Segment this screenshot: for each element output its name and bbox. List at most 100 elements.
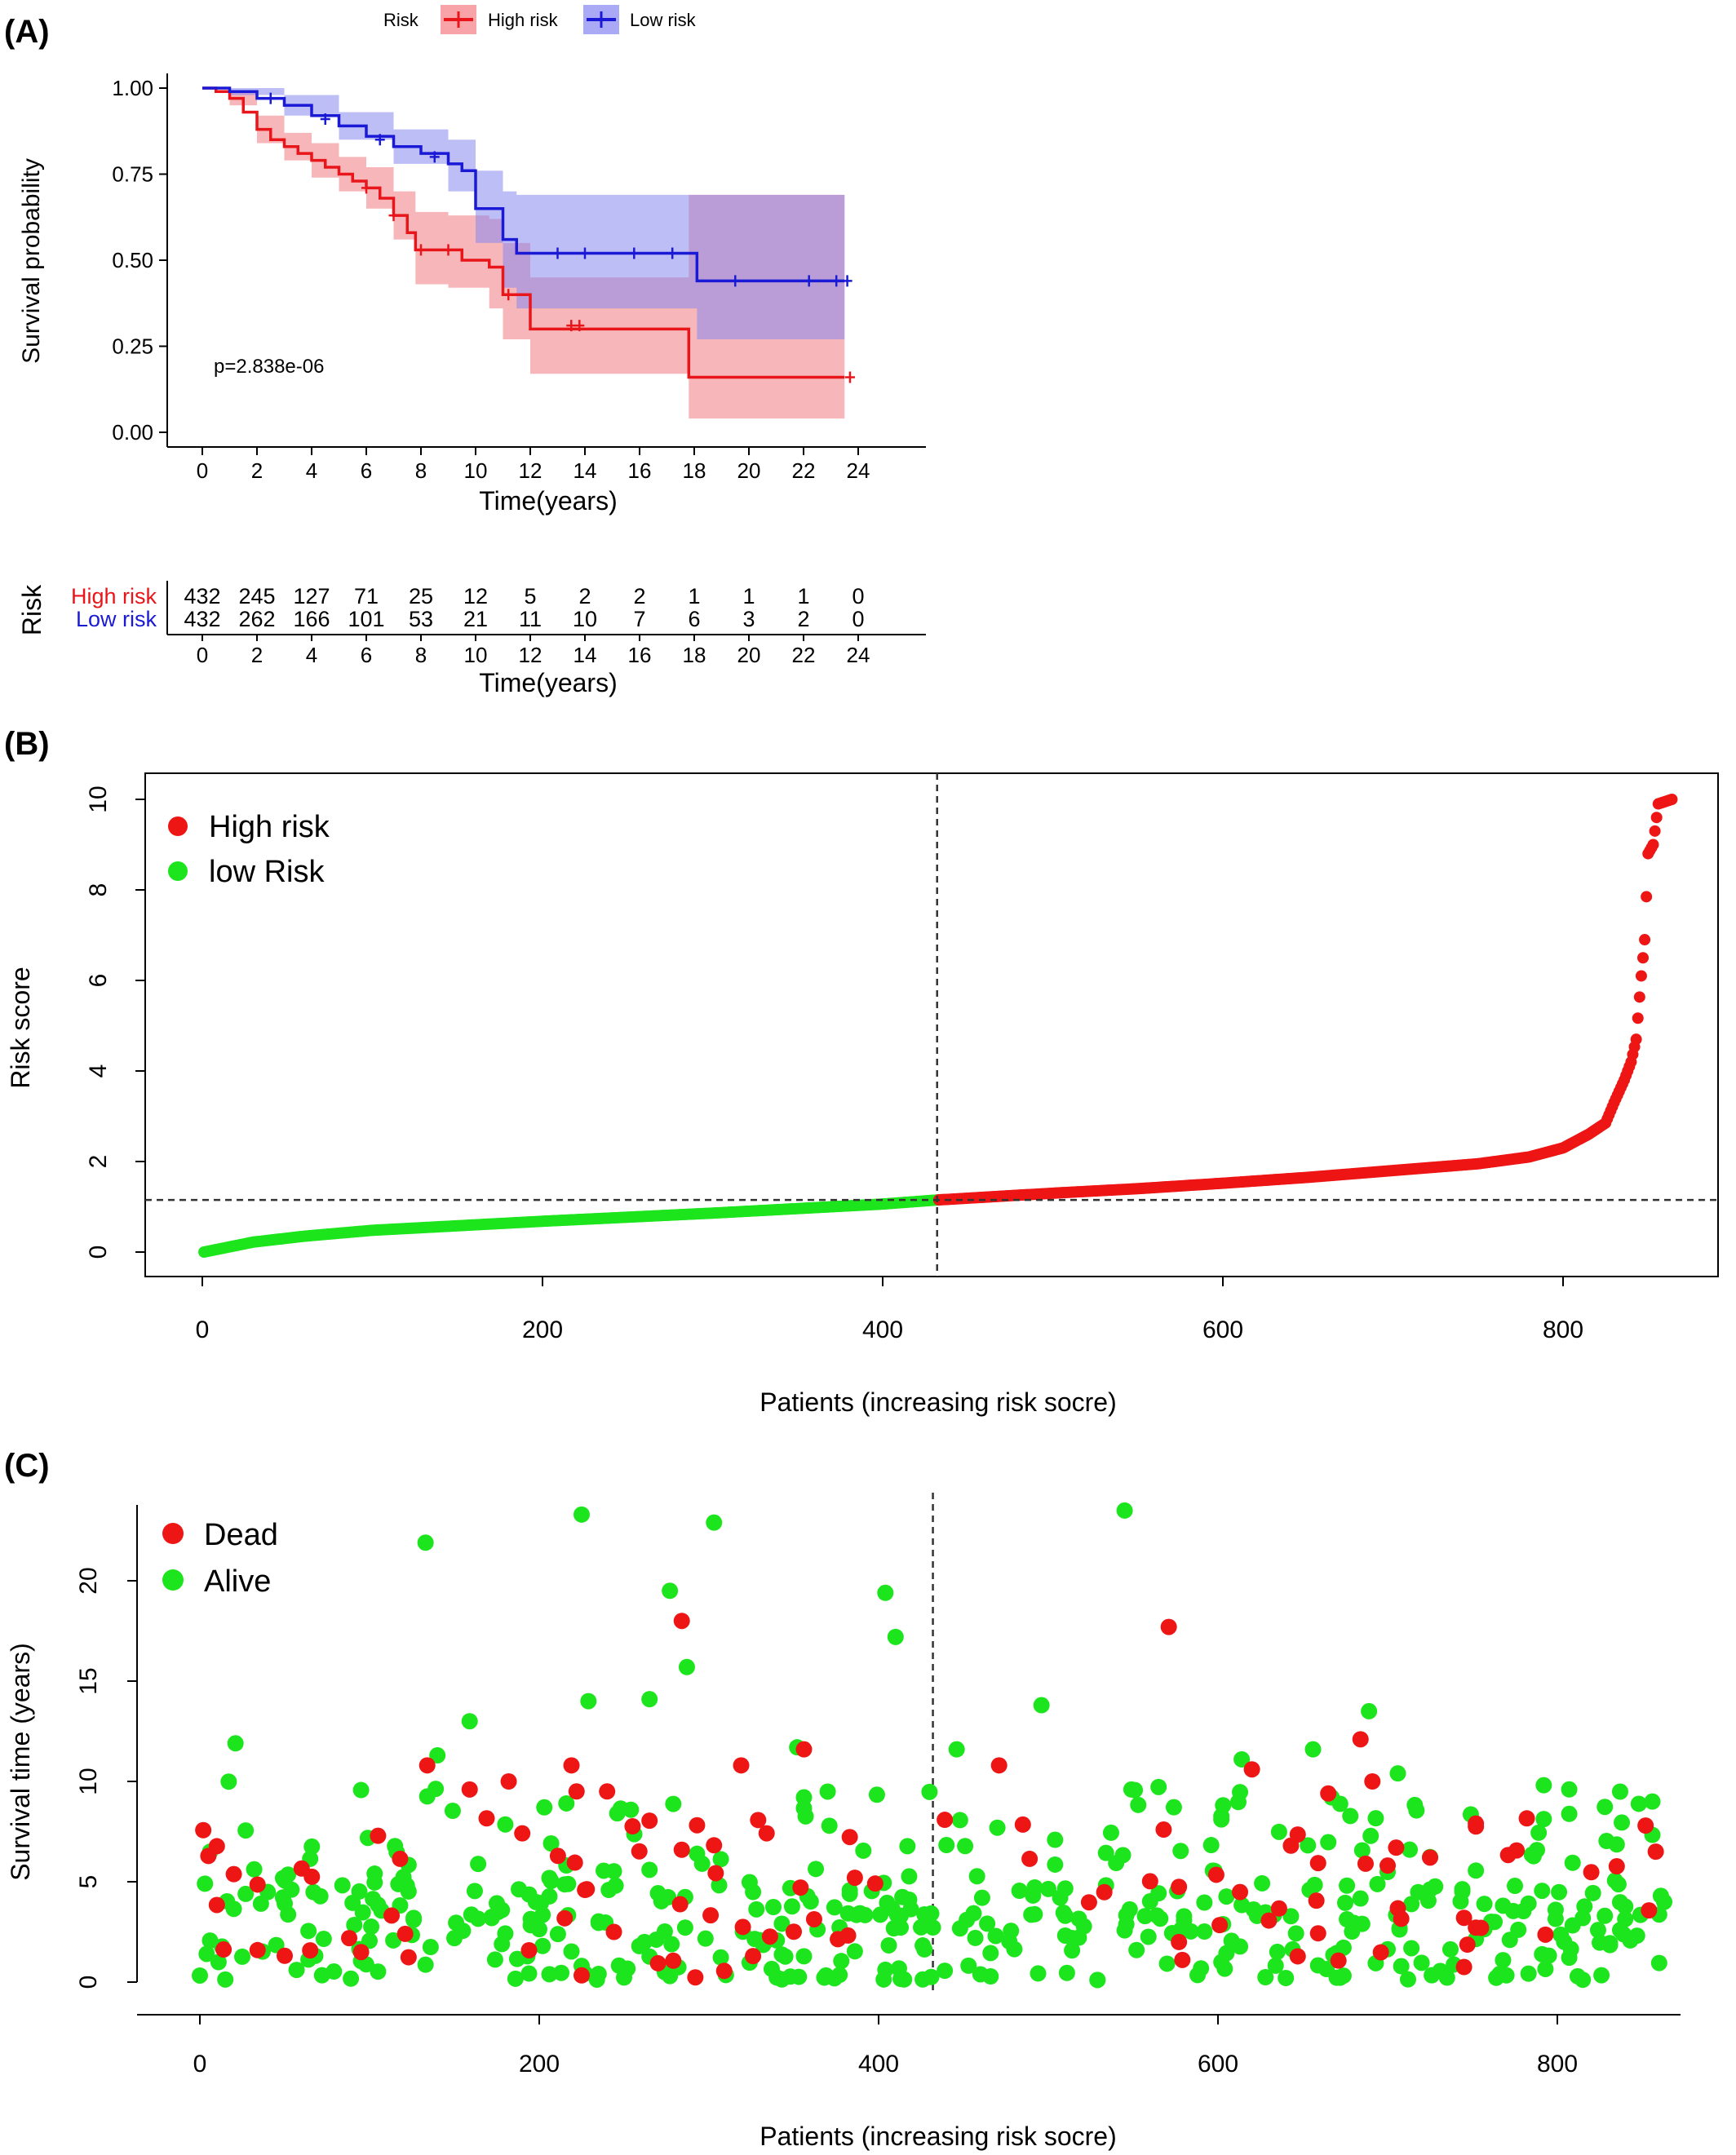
survival-point-alive [343, 1970, 360, 1987]
survival-point-alive [1089, 1971, 1106, 1989]
survival-point-alive [1650, 1954, 1667, 1971]
risk-score-plot-box [144, 772, 1719, 1277]
risk-point-high [1649, 825, 1661, 837]
risk-table-count: 10 [573, 607, 597, 631]
survival-point-alive [1150, 1885, 1167, 1902]
survival-y-axis-label: Survival time (years) [6, 1643, 35, 1881]
survival-y-ticks: 0 5 10 15 20 [75, 1567, 137, 1989]
survival-point-alive [1353, 1842, 1371, 1859]
legend-alive-label: Alive [204, 1564, 271, 1599]
risk-table-count: 1 [797, 584, 809, 608]
survival-point-alive [1254, 1874, 1271, 1892]
km-p-value: p=2.838e-06 [214, 356, 324, 378]
survival-point-dead [805, 1910, 822, 1927]
survival-point-dead [734, 1918, 751, 1936]
survival-point-alive [1454, 1881, 1471, 1898]
survival-point-alive [520, 1965, 538, 1982]
survival-point-alive [1611, 1783, 1628, 1800]
survival-point-alive [1182, 1923, 1199, 1940]
survival-point-alive [1630, 1795, 1647, 1812]
survival-point-alive [1408, 1802, 1425, 1819]
survival-point-dead [1372, 1944, 1389, 1961]
risk-score-x-tick-label: 400 [862, 1316, 903, 1343]
survival-point-alive [959, 1911, 976, 1928]
risk-table-x-tick-label: 4 [306, 643, 317, 667]
survival-point-alive [1537, 1960, 1554, 1977]
survival-point-alive [365, 1891, 382, 1908]
legend-low-risk-dot [168, 861, 188, 881]
survival-point-dead [1637, 1817, 1654, 1834]
risk-score-y-axis-label: Risk score [6, 967, 35, 1088]
risk-table-row-label-low: Low risk [76, 607, 157, 631]
survival-point-alive [1507, 1878, 1523, 1895]
survival-point-dead [249, 1876, 266, 1893]
survival-point-alive [979, 1915, 996, 1932]
survival-point-alive [1300, 1837, 1317, 1854]
survival-point-alive [1562, 1940, 1579, 1958]
survival-point-alive [1304, 1741, 1322, 1758]
survival-point-dead [396, 1925, 414, 1942]
survival-point-dead [370, 1827, 387, 1844]
panel-label-a: (A) [4, 14, 50, 50]
survival-point-alive [334, 1877, 351, 1894]
survival-point-dead [1455, 1958, 1472, 1976]
survival-point-dead [1289, 1826, 1306, 1843]
risk-score-y-tick-label: 4 [85, 1064, 112, 1078]
survival-point-alive [596, 1862, 613, 1879]
survival-point-alive [821, 1817, 838, 1834]
survival-point-alive [574, 1506, 590, 1523]
km-x-tick-label: 24 [847, 458, 870, 483]
km-legend-high-label: High risk [488, 10, 559, 30]
survival-point-alive [395, 1869, 412, 1886]
survival-point-alive [676, 1919, 693, 1936]
survival-point-alive [616, 1969, 632, 1986]
km-x-tick-label: 6 [361, 458, 372, 483]
survival-point-alive [921, 1783, 938, 1800]
survival-point-dead [1289, 1948, 1306, 1965]
risk-table-x-ticks: 0 2 4 6 8 10 12 14 16 18 20 22 24 [197, 635, 870, 667]
survival-point-alive [303, 1838, 321, 1855]
survival-point-alive [288, 1962, 305, 1979]
survival-point-alive [1589, 1922, 1606, 1939]
survival-point-alive [1001, 1933, 1018, 1950]
survival-point-alive [1306, 1876, 1323, 1893]
survival-point-dead [249, 1941, 266, 1958]
risk-table-x-tick-label: 12 [519, 643, 542, 667]
survival-point-alive [1136, 1908, 1154, 1925]
survival-point-alive [1427, 1878, 1444, 1895]
risk-score-points [198, 794, 1678, 1258]
survival-point-alive [916, 1940, 933, 1958]
risk-point-high [1632, 1012, 1644, 1024]
survival-point-alive [511, 1881, 528, 1898]
survival-point-alive [1320, 1834, 1337, 1851]
survival-point-alive [1403, 1896, 1420, 1913]
survival-point-alive [549, 1926, 566, 1943]
survival-point-alive [220, 1773, 237, 1790]
km-censor-mark [730, 275, 741, 287]
survival-point-alive [192, 1967, 208, 1984]
survival-point-alive [1033, 1697, 1050, 1714]
survival-point-alive [1593, 1967, 1610, 1984]
km-legend-title: Risk [383, 10, 419, 30]
km-curve-low [202, 86, 845, 283]
survival-point-dead [1160, 1618, 1177, 1635]
risk-table-count: 432 [184, 607, 220, 631]
survival-point-dead [1422, 1849, 1438, 1866]
survival-point-alive [527, 1893, 544, 1910]
survival-point-alive [1369, 1875, 1386, 1892]
survival-point-dead [687, 1969, 704, 1986]
survival-point-alive [1551, 1883, 1568, 1901]
survival-point-alive [1128, 1941, 1145, 1958]
survival-point-alive [636, 1933, 653, 1950]
km-x-tick-label: 14 [574, 458, 597, 483]
survival-point-alive [590, 1914, 607, 1932]
risk-table-count: 432 [184, 584, 220, 608]
km-x-tick-label: 10 [464, 458, 488, 483]
survival-point-alive [773, 1915, 790, 1932]
survival-point-dead [1364, 1773, 1381, 1790]
survival-point-dead [706, 1837, 723, 1854]
survival-point-alive [1233, 1750, 1251, 1768]
survival-point-dead [574, 1967, 590, 1984]
